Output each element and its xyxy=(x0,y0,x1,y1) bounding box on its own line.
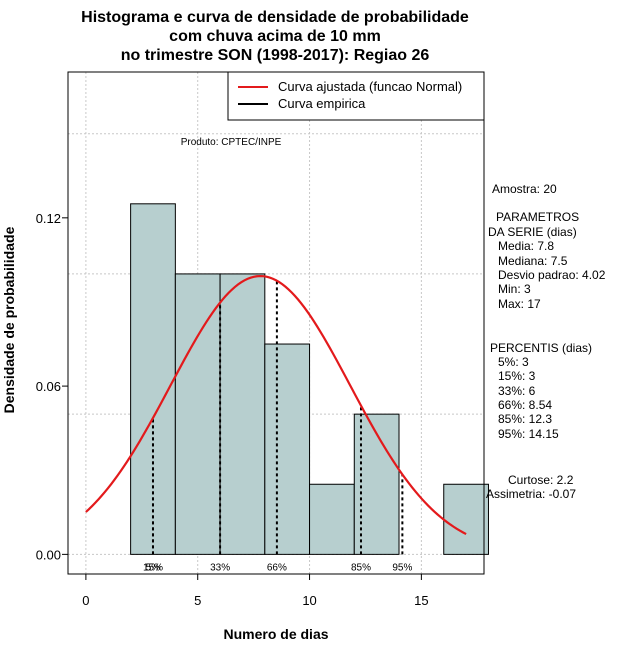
legend-box xyxy=(227,71,485,121)
stat-max: Max: 17 xyxy=(498,297,541,311)
histogram-bar-2 xyxy=(219,273,266,555)
x-tick-label-3: 15 xyxy=(414,593,428,608)
percentile-label-2: 33% xyxy=(210,562,230,573)
percentile-labels: 5%15% 33% 66% 85% 95% xyxy=(143,562,412,573)
stat-media: Media: 7.8 xyxy=(498,239,554,253)
y-tick-label-2: 0.12 xyxy=(36,211,61,226)
chart-title-line-1: Histograma e curva de densidade de proba… xyxy=(81,9,469,26)
percentile-label-0: 5% xyxy=(146,562,161,573)
percentil-15: 15%: 3 xyxy=(498,369,536,383)
percentile-label-3: 66% xyxy=(267,562,287,573)
percentil-85: 85%: 12.3 xyxy=(498,412,552,426)
stat-assimetria: Assimetria: -0.07 xyxy=(486,487,576,501)
stat-min: Min: 3 xyxy=(498,282,531,296)
histogram-bar-1 xyxy=(174,273,221,555)
percentile-label-5: 95% xyxy=(392,562,412,573)
legend-label-normal: Curva ajustada (funcao Normal) xyxy=(278,79,462,94)
y-tick-label-0: 0.00 xyxy=(36,547,61,562)
legend: Curva ajustada (funcao Normal) Curva emp… xyxy=(227,71,485,121)
histogram-bar-3 xyxy=(264,343,311,555)
stats-panel: Amostra: 20 PARAMETROS DA SERIE (dias) M… xyxy=(486,182,606,501)
y-axis: 0.00 0.06 0.12 xyxy=(36,211,68,562)
product-annotation: Produto: CPTEC/INPE xyxy=(181,137,282,148)
percentil-66: 66%: 8.54 xyxy=(498,398,552,412)
histogram-bar-7 xyxy=(443,483,489,555)
x-axis-label: Numero de dias xyxy=(223,626,328,642)
percentil-33: 33%: 6 xyxy=(498,384,536,398)
percentile-label-4: 85% xyxy=(351,562,371,573)
chart-title-line-3: no trimestre SON (1998-2017): Regiao 26 xyxy=(121,47,430,64)
legend-label-empirical: Curva empirica xyxy=(278,96,366,111)
sample-size: Amostra: 20 xyxy=(492,182,557,196)
normal-curve-line xyxy=(85,274,467,536)
stat-curtose: Curtose: 2.2 xyxy=(508,473,574,487)
x-tick-label-1: 5 xyxy=(194,593,201,608)
stat-mediana: Mediana: 7.5 xyxy=(498,254,568,268)
y-axis-label: Densidade de probabilidade xyxy=(1,226,17,413)
percentil-95: 95%: 14.15 xyxy=(498,427,559,441)
stat-desvio: Desvio padrao: 4.02 xyxy=(498,268,606,282)
x-axis: 0 5 10 15 xyxy=(82,574,429,608)
y-tick-label-1: 0.06 xyxy=(36,379,61,394)
percentile-lines xyxy=(151,280,404,555)
chart-title-line-2: com chuva acima de 10 mm xyxy=(169,28,381,45)
x-tick-label-0: 0 xyxy=(82,593,89,608)
histogram-bar-4 xyxy=(309,483,355,555)
x-tick-label-2: 10 xyxy=(302,593,316,608)
params-title-2: DA SERIE (dias) xyxy=(488,225,577,239)
percentis-title: PERCENTIS (dias) xyxy=(490,341,592,355)
percentile-label-1: 15% xyxy=(143,562,163,573)
params-title-1: PARAMETROS xyxy=(496,210,579,224)
percentil-5: 5%: 3 xyxy=(498,355,529,369)
histogram-bar-0 xyxy=(130,203,176,555)
